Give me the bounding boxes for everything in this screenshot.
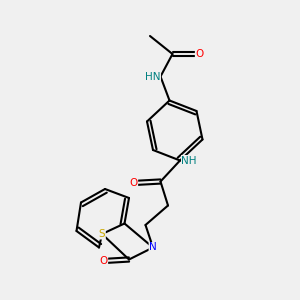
Text: NH: NH [182,155,197,166]
Text: O: O [129,178,138,188]
Text: O: O [195,49,204,59]
Text: N: N [149,242,157,253]
Text: HN: HN [145,71,161,82]
Text: S: S [99,229,105,239]
Text: O: O [99,256,108,266]
